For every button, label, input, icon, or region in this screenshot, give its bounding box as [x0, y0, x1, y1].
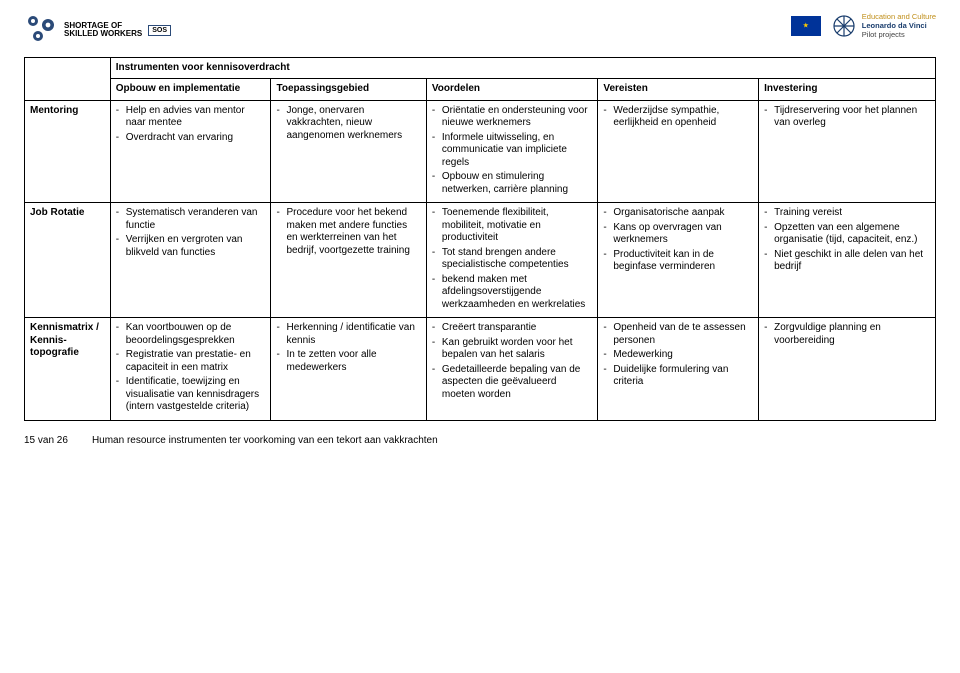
list-item: Opbouw en stimulering netwerken, carrièr…	[432, 171, 592, 196]
row-name-mentoring: Mentoring	[25, 100, 111, 203]
table-row: Kennismatrix / Kennis­topografie Kan voo…	[25, 318, 936, 421]
row-name-jobrotatie: Job Rotatie	[25, 203, 111, 318]
list-item: Tot stand brengen andere specialistische…	[432, 247, 592, 272]
list-item: Gedetailleerde bepaling van de aspecten …	[432, 364, 592, 402]
col-header-voordelen: Voordelen	[426, 79, 597, 101]
leonardo-title: Leonardo da Vinci	[862, 21, 936, 30]
footer-doc-title: Human resource instrumenten ter voorkomi…	[92, 435, 438, 446]
list-item: Informele uitwisseling, en communicatie …	[432, 132, 592, 170]
cell: Wederzijdse sympathie, eerlijkheid en op…	[598, 100, 759, 203]
cell: Systematisch veranderen van functie Verr…	[110, 203, 271, 318]
leonardo-icon	[831, 13, 857, 39]
table-row: Job Rotatie Systematisch veranderen van …	[25, 203, 936, 318]
cell: Training vereist Opzetten van een algeme…	[759, 203, 936, 318]
list-item: Jonge, onervaren vakkrachten, nieuw aang…	[276, 105, 420, 143]
cell: Procedure voor het bekend maken met ande…	[271, 203, 426, 318]
list-item: Organisatorische aanpak	[603, 207, 753, 220]
table-corner-blank	[25, 57, 111, 100]
cell: Herkenning / identificatie van kennis In…	[271, 318, 426, 421]
list-item: Opzetten van een algemene organisatie (t…	[764, 222, 930, 247]
edu-culture-label: Education and Culture	[862, 12, 936, 21]
list-item: Toenemende flexibiliteit, mobiliteit, mo…	[432, 207, 592, 245]
cell: Kan voortbouwen op de beoordelingsgespre…	[110, 318, 271, 421]
list-item: Verrijken en vergroten van blikveld van …	[116, 234, 266, 259]
col-header-investering: Investering	[759, 79, 936, 101]
knowledge-transfer-table: Instrumenten voor kennisoverdracht Opbou…	[24, 57, 936, 421]
list-item: Kan gebruikt worden voor het bepalen van…	[432, 337, 592, 362]
list-item: Wederzijdse sympathie, eerlijkheid en op…	[603, 105, 753, 130]
list-item: Training vereist	[764, 207, 930, 220]
leonardo-logo: Education and Culture Leonardo da Vinci …	[831, 12, 936, 39]
list-item: Systematisch veranderen van functie	[116, 207, 266, 232]
pilot-label: Pilot projects	[862, 30, 936, 39]
cell: Toenemende flexibiliteit, mobiliteit, mo…	[426, 203, 597, 318]
list-item: In te zetten voor alle medewerkers	[276, 349, 420, 374]
list-item: Overdracht van ervaring	[116, 132, 266, 145]
page-header: SHORTAGE OF SKILLED WORKERS SOS Educatio…	[24, 12, 936, 49]
cell: Openheid van de te assessen personen Med…	[598, 318, 759, 421]
sos-badge: SOS	[148, 25, 171, 37]
list-item: Duidelijke formulering van criteria	[603, 364, 753, 389]
table-super-header-row: Instrumenten voor kennisoverdracht	[25, 57, 936, 79]
list-item: Zorgvuldige planning en voorbereiding	[764, 322, 930, 347]
list-item: Medewerking	[603, 349, 753, 362]
list-item: bekend maken met afdelingsoverstijgende …	[432, 274, 592, 312]
list-item: Registratie van prestatie- en capaciteit…	[116, 349, 266, 374]
cell: Zorgvuldige planning en voorbereiding	[759, 318, 936, 421]
cell: Creëert transparantie Kan gebruikt worde…	[426, 318, 597, 421]
list-item: Niet geschikt in alle delen van het bedr…	[764, 249, 930, 274]
header-right-logos: Education and Culture Leonardo da Vinci …	[791, 12, 936, 39]
table-row: Mentoring Help en advies van mentor naar…	[25, 100, 936, 203]
page-footer: 15 van 26 Human resource instrumenten te…	[24, 435, 936, 446]
list-item: Herkenning / identificatie van kennis	[276, 322, 420, 347]
list-item: Identificatie, toewijzing en visualisati…	[116, 376, 266, 414]
list-item: Procedure voor het bekend maken met ande…	[276, 207, 420, 257]
header-left-logo: SHORTAGE OF SKILLED WORKERS SOS	[24, 12, 171, 49]
page-number: 15 van 26	[24, 435, 68, 446]
list-item: Openheid van de te assessen personen	[603, 322, 753, 347]
table-header-row: Opbouw en implementatie Toepassingsgebie…	[25, 79, 936, 101]
list-item: Creëert transparantie	[432, 322, 592, 335]
cell: Jonge, onervaren vakkrachten, nieuw aang…	[271, 100, 426, 203]
list-item: Kans op overvragen van werknemers	[603, 222, 753, 247]
cell: Tijdreservering voor het plannen van ove…	[759, 100, 936, 203]
eu-flag-icon	[791, 16, 821, 36]
row-name-kennismatrix: Kennismatrix / Kennis­topografie	[25, 318, 111, 421]
cell: Oriëntatie en ondersteuning voor nieuwe …	[426, 100, 597, 203]
cell: Help en advies van mentor naar mentee Ov…	[110, 100, 271, 203]
list-item: Kan voortbouwen op de beoordelingsgespre…	[116, 322, 266, 347]
list-item: Tijdreservering voor het plannen van ove…	[764, 105, 930, 130]
cell: Organisatorische aanpak Kans op overvrag…	[598, 203, 759, 318]
list-item: Help en advies van mentor naar mentee	[116, 105, 266, 130]
list-item: Productiviteit kan in de beginfase vermi…	[603, 249, 753, 274]
list-item: Oriëntatie en ondersteuning voor nieuwe …	[432, 105, 592, 130]
header-left-line2: SKILLED WORKERS	[64, 30, 142, 39]
col-header-opbouw: Opbouw en implementatie	[110, 79, 271, 101]
gear-icon	[24, 12, 58, 49]
table-super-header: Instrumenten voor kennisoverdracht	[110, 57, 935, 79]
col-header-toepassing: Toepassingsgebied	[271, 79, 426, 101]
col-header-vereisten: Vereisten	[598, 79, 759, 101]
